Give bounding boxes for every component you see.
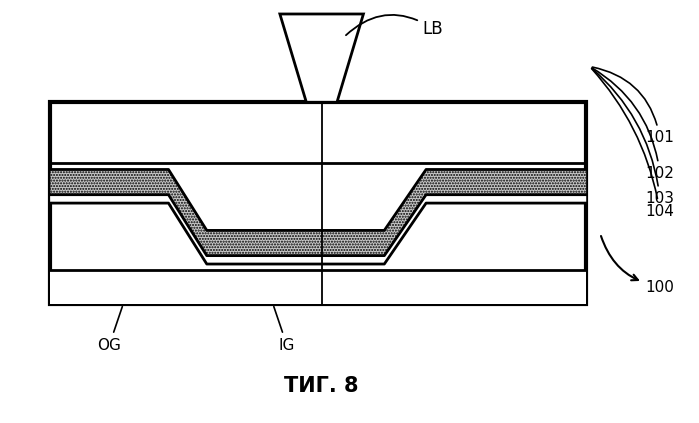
- Text: LB: LB: [346, 15, 443, 38]
- Text: 103: 103: [592, 69, 675, 206]
- Bar: [50, 102, 586, 304]
- Polygon shape: [280, 14, 363, 102]
- Text: ΤИГ. 8: ΤИГ. 8: [284, 376, 359, 396]
- Polygon shape: [50, 195, 586, 264]
- Text: 104: 104: [591, 69, 675, 219]
- Text: 100: 100: [601, 236, 675, 295]
- Bar: [50, 270, 586, 304]
- Text: OG: OG: [97, 307, 122, 352]
- Text: IG: IG: [274, 307, 295, 352]
- Text: 101: 101: [593, 67, 675, 146]
- Polygon shape: [50, 170, 586, 255]
- Text: 102: 102: [592, 68, 675, 181]
